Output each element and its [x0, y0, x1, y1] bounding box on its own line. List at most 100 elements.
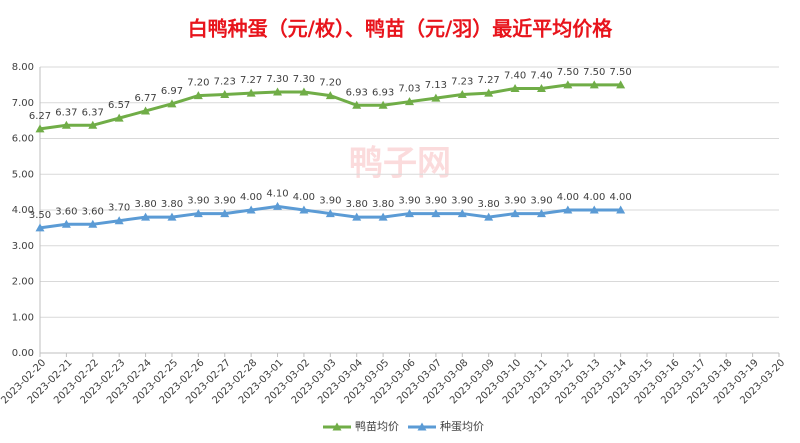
marker — [405, 97, 414, 106]
marker — [536, 83, 546, 92]
marker — [616, 80, 626, 89]
data-label: 3.90 — [504, 196, 526, 207]
data-label: 4.00 — [557, 192, 579, 203]
legend-marker — [417, 422, 427, 431]
data-label: 4.00 — [240, 192, 262, 203]
y-tick-label: 1.00 — [12, 312, 34, 323]
data-label: 3.80 — [161, 199, 183, 210]
marker — [616, 205, 626, 214]
data-label: 3.80 — [346, 199, 368, 210]
data-label: 7.27 — [240, 75, 262, 86]
marker — [352, 100, 362, 109]
data-label: 4.00 — [610, 192, 632, 203]
marker — [61, 219, 71, 228]
data-label: 4.00 — [583, 192, 605, 203]
data-label: 7.20 — [187, 78, 209, 89]
data-label: 3.90 — [214, 196, 236, 207]
marker — [88, 219, 98, 228]
marker — [193, 91, 203, 100]
marker — [141, 106, 151, 115]
data-label: 3.80 — [134, 199, 156, 210]
y-tick-label: 6.00 — [12, 134, 34, 145]
marker — [246, 88, 256, 97]
data-label: 3.90 — [451, 196, 473, 207]
marker — [167, 212, 177, 221]
data-label: 7.27 — [478, 75, 500, 86]
y-tick-label: 7.00 — [12, 98, 34, 109]
data-label: 3.80 — [372, 199, 394, 210]
marker — [484, 88, 494, 97]
marker — [431, 93, 441, 102]
data-label: 3.70 — [108, 203, 130, 214]
data-label: 7.03 — [398, 84, 420, 95]
chart-title: 白鸭种蛋（元/枚）、鸭苗（元/羽）最近平均价格 — [188, 17, 614, 41]
data-label: 7.40 — [530, 70, 552, 81]
data-label: 3.90 — [187, 196, 209, 207]
marker — [589, 80, 599, 89]
data-label: 7.30 — [266, 74, 288, 85]
y-tick-label: 8.00 — [12, 62, 34, 73]
y-tick-label: 4.00 — [12, 205, 34, 216]
marker — [299, 87, 309, 96]
y-tick-label: 2.00 — [12, 277, 34, 288]
marker — [405, 209, 414, 218]
marker — [141, 212, 151, 221]
marker — [246, 205, 256, 214]
marker — [563, 205, 573, 214]
marker — [273, 201, 283, 210]
marker — [378, 212, 388, 221]
marker — [325, 91, 335, 100]
marker — [167, 99, 177, 108]
data-label: 6.93 — [346, 87, 368, 98]
data-label: 3.90 — [398, 196, 420, 207]
marker — [88, 120, 98, 129]
marker — [510, 209, 520, 218]
marker — [220, 209, 230, 218]
data-label: 4.00 — [293, 192, 315, 203]
marker — [536, 209, 546, 218]
marker — [510, 83, 520, 92]
data-label: 7.23 — [451, 77, 473, 88]
x-tick-label: 2023-02-20 — [0, 357, 48, 406]
y-tick-label: 3.00 — [12, 241, 34, 252]
data-label: 6.27 — [29, 111, 51, 122]
data-label: 3.90 — [319, 196, 341, 207]
data-label: 3.80 — [478, 199, 500, 210]
data-label: 6.93 — [372, 87, 394, 98]
marker — [431, 209, 441, 218]
marker — [35, 124, 45, 133]
marker — [457, 90, 467, 99]
marker — [220, 90, 230, 99]
data-label: 6.37 — [82, 107, 104, 118]
data-label: 3.90 — [425, 196, 447, 207]
marker — [61, 120, 71, 129]
data-label: 3.60 — [55, 206, 77, 217]
data-label: 3.90 — [530, 196, 552, 207]
marker — [589, 205, 599, 214]
data-label: 7.50 — [610, 67, 632, 78]
data-label: 7.13 — [425, 80, 447, 91]
marker — [325, 209, 335, 218]
data-label: 7.50 — [583, 67, 605, 78]
data-label: 6.37 — [55, 107, 77, 118]
marker — [193, 209, 203, 218]
legend-label: 种蛋均价 — [440, 419, 484, 433]
data-label: 7.40 — [504, 70, 526, 81]
data-label: 7.20 — [319, 78, 341, 89]
legend-label: 鸭苗均价 — [355, 420, 399, 433]
marker — [378, 100, 388, 109]
marker — [114, 113, 124, 122]
data-label: 6.77 — [134, 93, 156, 104]
data-label: 7.50 — [557, 67, 579, 78]
marker — [457, 209, 467, 218]
y-tick-label: 0.00 — [12, 348, 34, 359]
y-tick-label: 5.00 — [12, 169, 34, 180]
data-label: 6.57 — [108, 100, 130, 111]
marker — [114, 216, 124, 225]
marker — [563, 80, 573, 89]
data-label: 6.97 — [161, 86, 183, 97]
data-label: 3.50 — [29, 210, 51, 221]
data-label: 4.10 — [266, 188, 288, 199]
data-label: 7.23 — [214, 77, 236, 88]
legend-marker — [332, 422, 342, 431]
